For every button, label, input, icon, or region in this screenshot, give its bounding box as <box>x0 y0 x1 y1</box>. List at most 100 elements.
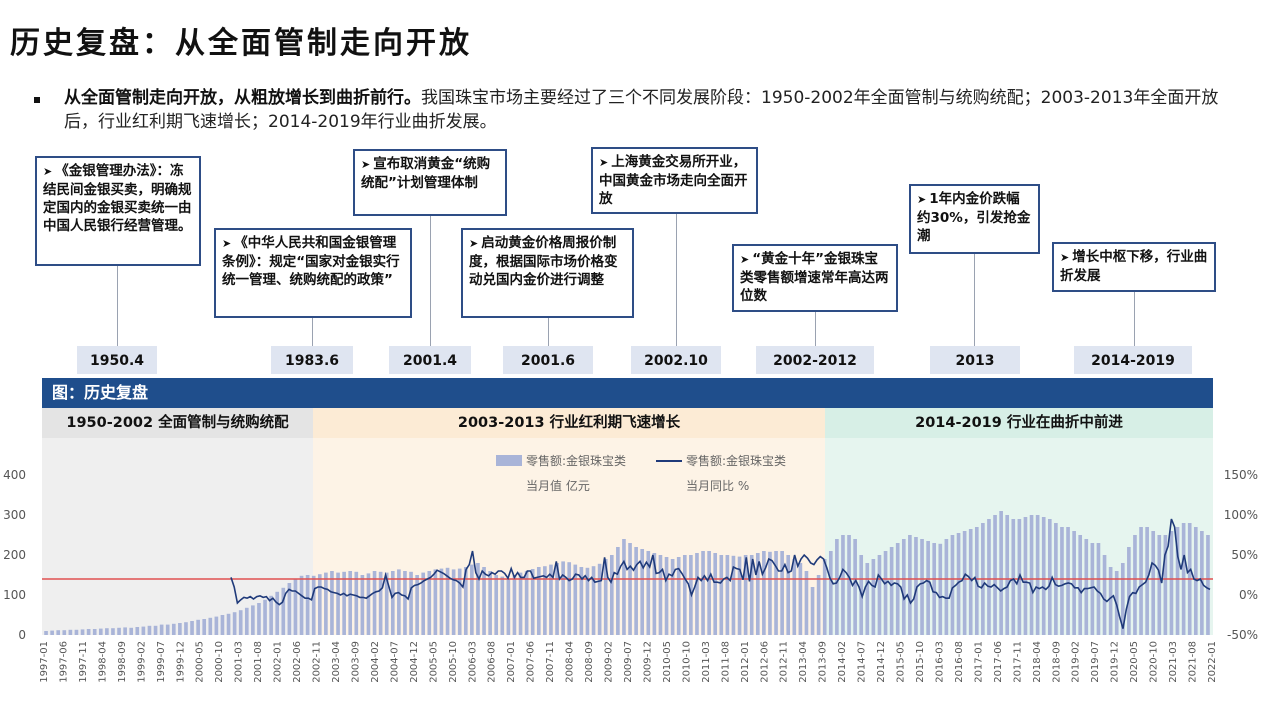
x-axis-tick: 2001-08 <box>253 641 264 683</box>
connector-line <box>312 318 313 346</box>
x-axis-tick: 2003-09 <box>351 641 362 683</box>
sales-bar <box>506 579 511 635</box>
sales-bar <box>244 607 249 635</box>
arrow-bullet-icon: ➤ <box>740 253 750 266</box>
callout-text: 1年内金价跌幅约30%，引发抢金潮 <box>917 191 1031 244</box>
sales-bar <box>86 629 91 635</box>
sales-bar <box>713 553 718 635</box>
sales-bar <box>865 563 870 635</box>
left-axis-tick: 300 <box>3 508 26 522</box>
sales-bar <box>914 537 918 635</box>
sales-bar <box>1145 527 1149 635</box>
sales-bar <box>445 567 450 635</box>
sales-bar <box>664 557 669 635</box>
sales-bar <box>384 572 389 635</box>
left-axis-tick: 400 <box>3 468 26 482</box>
sales-bar <box>372 571 377 635</box>
sales-bar <box>956 533 961 635</box>
x-axis-tick: 2009-07 <box>623 641 634 683</box>
sales-bar <box>184 622 188 635</box>
x-axis-tick: 2007-06 <box>526 641 537 683</box>
x-axis-tick: 2008-04 <box>565 641 576 683</box>
sales-bar <box>135 627 140 635</box>
connector-line <box>1134 292 1135 346</box>
sales-bar <box>330 571 334 635</box>
x-axis-tick: 1997-01 <box>39 641 50 683</box>
yoy-growth-line <box>230 518 1211 629</box>
sales-bar <box>561 561 565 635</box>
sales-bar <box>1206 535 1210 635</box>
sales-bar <box>944 539 949 635</box>
phase-label-2014-2019: 2014-2019 行业在曲折中前进 <box>825 408 1213 438</box>
x-axis-tick: 1998-09 <box>117 641 128 683</box>
sales-bar <box>628 543 632 635</box>
sales-bar <box>476 563 480 635</box>
sales-bar <box>822 559 827 635</box>
intro-text: 我国珠宝市场主要经过了三个不同发展阶段：1950-2002年全面管制与统购统配；… <box>64 88 1219 132</box>
sales-bar <box>1041 517 1046 635</box>
sales-bar <box>670 559 675 635</box>
sales-bar <box>293 579 298 635</box>
sales-bar <box>762 551 766 635</box>
left-axis-tick: 200 <box>3 548 26 562</box>
sales-bar <box>968 529 973 635</box>
x-axis-tick: 2014-02 <box>837 641 848 683</box>
sales-bar <box>591 566 596 635</box>
connector-line <box>548 318 549 346</box>
x-axis-tick: 2016-03 <box>935 641 946 683</box>
arrow-bullet-icon: ➤ <box>222 237 232 250</box>
sales-bar <box>1139 527 1143 635</box>
sales-bar <box>415 575 419 635</box>
sales-bar <box>1090 543 1095 635</box>
sales-bar <box>603 559 608 635</box>
x-axis-tick: 2011-03 <box>701 641 712 683</box>
sales-bar <box>378 571 383 635</box>
sales-bar <box>1023 517 1028 635</box>
sales-bar <box>725 555 730 635</box>
sales-bar <box>74 629 79 635</box>
x-axis-tick: 2005-05 <box>428 641 439 683</box>
sales-bar <box>390 571 395 635</box>
legend-line-sub: 当月同比 % <box>686 479 749 493</box>
sales-bar <box>512 575 517 635</box>
sales-bar <box>993 515 997 635</box>
callout-2014-2019: ➤ 增长中枢下移，行业曲折发展 <box>1052 242 1216 292</box>
sales-bar <box>1078 535 1083 635</box>
sales-bar <box>403 571 407 635</box>
sales-bar <box>147 625 152 635</box>
callout-2001-4: ➤ 宣布取消黄金“统购统配”计划管理体制 <box>353 149 507 216</box>
sales-bar <box>1060 527 1064 635</box>
sales-bar <box>530 569 535 635</box>
x-axis-tick: 2019-07 <box>1090 641 1101 683</box>
sales-bar <box>853 539 857 635</box>
sales-bar <box>1127 547 1131 635</box>
x-axis-tick: 2013-09 <box>818 641 829 683</box>
x-axis-tick: 2010-10 <box>681 641 692 683</box>
sales-bar <box>835 539 839 635</box>
sales-bar <box>1193 527 1198 635</box>
left-axis-tick: 100 <box>3 588 26 602</box>
sales-bar <box>305 575 310 635</box>
sales-bar <box>987 519 991 635</box>
sales-bar <box>1175 527 1180 635</box>
sales-bar <box>62 630 67 635</box>
connector-line <box>676 214 677 346</box>
x-axis-tick: 2021-03 <box>1168 641 1179 683</box>
arrow-bullet-icon: ➤ <box>361 158 371 171</box>
sales-bar <box>920 539 924 635</box>
sales-bar <box>98 628 103 635</box>
chart-header-bar: 图：历史复盘 <box>42 378 1213 408</box>
legend-bar-sub: 当月值 亿元 <box>526 478 590 493</box>
x-axis-tick: 2008-09 <box>584 641 595 683</box>
sales-bar <box>658 555 663 635</box>
x-axis-tick: 1999-12 <box>175 641 186 683</box>
sales-bar <box>336 572 340 635</box>
callout-2002-2012: ➤ “黄金十年”金银珠宝类零售额增速常年高达两位数 <box>732 244 898 312</box>
sales-bar <box>877 555 882 635</box>
sales-bar <box>92 629 97 635</box>
sales-bar <box>999 511 1003 635</box>
sales-bar <box>105 628 109 635</box>
sales-bar <box>792 559 797 635</box>
sales-bar <box>1108 567 1113 635</box>
sales-bar <box>178 623 182 635</box>
